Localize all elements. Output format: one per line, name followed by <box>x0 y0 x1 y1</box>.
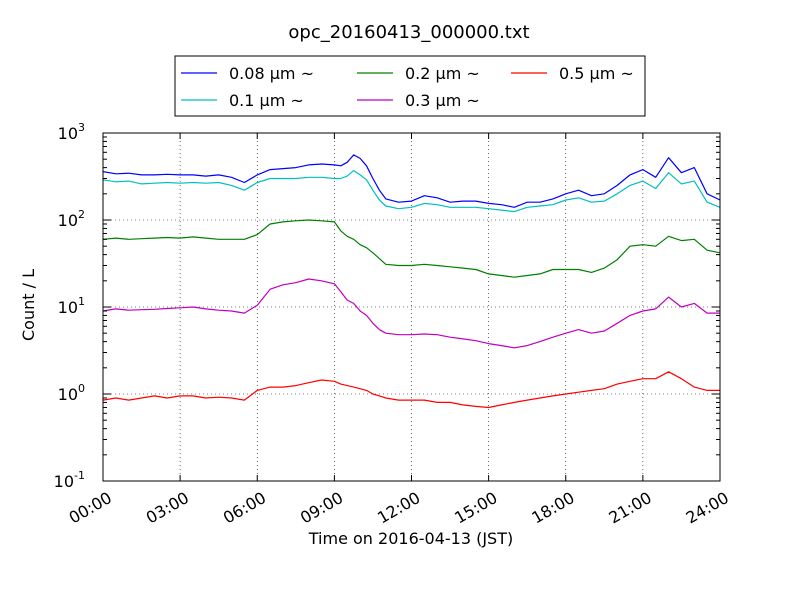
x-tick-label: 18:00 <box>528 488 577 528</box>
series-line-1 <box>102 154 721 208</box>
legend-label: 0.5 μm ~ <box>559 64 634 83</box>
legend-label: 0.2 μm ~ <box>405 64 480 83</box>
x-tick-label: 21:00 <box>605 488 654 528</box>
series-line-2 <box>102 170 721 213</box>
series-line-5 <box>102 371 720 409</box>
x-tick-label: 24:00 <box>683 488 732 528</box>
x-tick-label: 09:00 <box>297 488 346 528</box>
chart-title: opc_20160413_000000.txt <box>288 22 529 43</box>
x-tick-label: 03:00 <box>143 488 192 528</box>
series-line-4 <box>102 278 720 349</box>
y-tick-label: 100 <box>58 382 85 404</box>
legend-label: 0.1 μm ~ <box>229 91 304 110</box>
y-tick-label: 10-1 <box>54 469 85 491</box>
x-tick-label: 00:00 <box>66 488 115 528</box>
x-tick-label: 06:00 <box>220 488 269 528</box>
legend: 0.08 μm ~ 0.1 μm ~ 0.2 μm ~ 0.3 μm ~ 0.5 μm … <box>174 55 646 117</box>
series-layer <box>102 154 721 409</box>
series-line-3 <box>102 219 721 278</box>
x-tick-label: 12:00 <box>374 488 423 528</box>
x-tick-label: 15:00 <box>451 488 500 528</box>
grid <box>103 133 720 481</box>
y-tick-label: 101 <box>58 295 85 317</box>
y-tick-label: 102 <box>58 208 85 230</box>
x-axis-label: Time on 2016-04-13 (JST) <box>308 529 513 548</box>
legend-label: 0.3 μm ~ <box>405 91 480 110</box>
legend-box <box>174 55 646 117</box>
y-tick-label: 103 <box>58 121 85 143</box>
y-axis: 10-1 100 101 102 103 <box>54 121 720 491</box>
y-axis-label: Count / L <box>19 269 38 341</box>
legend-label: 0.08 μm ~ <box>229 64 314 83</box>
